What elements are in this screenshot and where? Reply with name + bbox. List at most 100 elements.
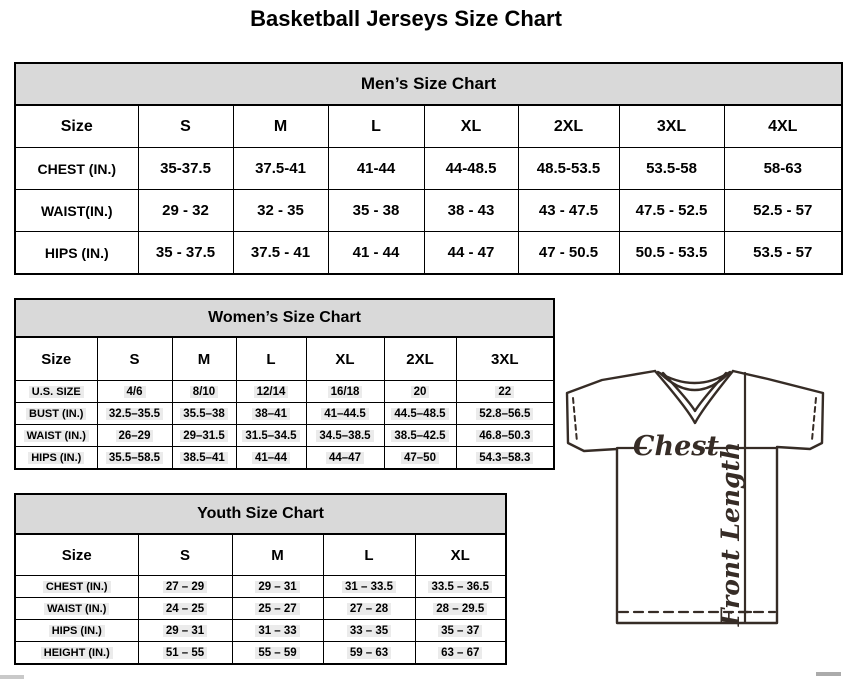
measurement-cell: 4/6 (96, 380, 173, 403)
row-label-text: WAIST (IN.) (23, 429, 89, 442)
measurement-value: 25 – 27 (255, 602, 300, 615)
measurement-value: 31.5–34.5 (242, 429, 300, 442)
measurement-value: 41–44 (252, 451, 290, 464)
front-length-label: Front Length (716, 442, 745, 627)
measurement-value: 38–41 (252, 407, 290, 420)
size-col-header: S (137, 533, 233, 576)
measurement-cell: 31 – 33.5 (322, 575, 416, 598)
size-col-header: 2XL (517, 104, 620, 148)
youth-measurement-row: HIPS (IN.) 29 – 31 31 – 33 33 – 35 35 – 37 (14, 619, 507, 642)
measurement-cell: 35.5–58.5 (96, 446, 173, 470)
measurement-cell: 63 – 67 (414, 641, 507, 665)
row-label: HEIGHT (IN.) (14, 641, 139, 665)
measurement-value: 55 – 59 (255, 646, 300, 659)
measurement-value: 63 – 67 (438, 646, 483, 659)
youth-measurement-row: HEIGHT (IN.) 51 – 55 55 – 59 59 – 63 63 – 67 (14, 641, 507, 665)
measurement-value: 54.3–58.3 (476, 451, 534, 464)
measurement-cell: 26–29 (96, 424, 173, 447)
measurement-value: 51 – 55 (162, 646, 208, 659)
measurement-cell: 38.5–42.5 (383, 424, 457, 447)
measurement-value: 35.5–38 (180, 407, 228, 420)
youth-header-row: Size S M L XL (14, 533, 507, 576)
measurement-value: 34.5–38.5 (316, 429, 374, 442)
row-label: U.S. SIZE (14, 380, 98, 403)
measurement-cell: 47–50 (383, 446, 457, 470)
chest-label: Chest (633, 431, 719, 462)
measurement-cell: 16/18 (305, 380, 385, 403)
measurement-cell: 38.5–41 (171, 446, 237, 470)
womens-size-table: Women’s Size Chart Size S M L XL 2XL 3XL U.S. SI… (13, 298, 556, 470)
size-col-header: L (322, 533, 416, 576)
measurement-cell: 8/10 (171, 380, 237, 403)
measurement-cell: 53.5 - 57 (723, 231, 843, 275)
measurement-cell: 47.5 - 52.5 (618, 189, 725, 232)
measurement-cell: 35.5–38 (171, 402, 237, 425)
men-measurement-row: HIPS (IN.) 35 - 37.5 37.5 - 41 41 - 44 44 - … (14, 231, 843, 275)
youth-size-table: Youth Size Chart Size S M L XL CHEST (IN.) 27 –… (14, 493, 507, 665)
measurement-cell: 53.5-58 (618, 147, 725, 190)
measurement-value: 46.8–50.3 (476, 429, 534, 442)
size-col-header: S (137, 104, 234, 148)
size-col-header: 4XL (723, 104, 843, 148)
measurement-value: 22 (495, 385, 515, 398)
measurement-value: 44.5–48.5 (391, 407, 449, 420)
size-col-header: 2XL (383, 336, 457, 381)
measurement-value: 29 – 31 (255, 580, 300, 593)
measurement-value: 35.5–58.5 (105, 451, 164, 464)
row-label: CHEST (IN.) (14, 147, 139, 190)
measurement-cell: 37.5-41 (232, 147, 329, 190)
measurement-value: 16/18 (327, 385, 363, 398)
measurement-value: 27 – 28 (346, 602, 392, 615)
measurement-value: 28 – 29.5 (433, 602, 488, 615)
measurement-cell: 35 - 38 (327, 189, 425, 232)
measurement-cell: 29–31.5 (171, 424, 237, 447)
measurement-cell: 52.5 - 57 (723, 189, 843, 232)
measurement-value: 44–47 (326, 451, 364, 464)
measurement-cell: 41 - 44 (327, 231, 425, 275)
measurement-value: 31 – 33.5 (342, 580, 396, 593)
measurement-cell: 27 – 29 (137, 575, 233, 598)
men-measurement-row: WAIST(IN.) 29 - 32 32 - 35 35 - 38 38 - 43 43… (14, 189, 843, 232)
measurement-value: 27 – 29 (162, 580, 208, 593)
measurement-value: 29 – 31 (162, 624, 208, 637)
cuff-dashed-line-left (572, 397, 578, 443)
measurement-cell: 38 - 43 (423, 189, 519, 232)
row-label-text: BUST (IN.) (26, 407, 87, 420)
measurement-cell: 50.5 - 53.5 (618, 231, 725, 275)
row-label: WAIST(IN.) (14, 189, 139, 232)
measurement-cell: 32.5–35.5 (96, 402, 173, 425)
page-edge-artifact-right (816, 672, 841, 676)
cuff-dashed-line-right (811, 397, 817, 441)
measurement-cell: 44-48.5 (423, 147, 519, 190)
measurement-cell: 43 - 47.5 (517, 189, 620, 232)
page-edge-artifact-left (0, 675, 24, 679)
measurement-cell: 29 – 31 (137, 619, 233, 642)
row-label-text: HIPS (IN.) (48, 624, 105, 637)
measurement-cell: 47 - 50.5 (517, 231, 620, 275)
row-label: WAIST (IN.) (14, 424, 98, 447)
size-col-header: M (231, 533, 324, 576)
measurement-cell: 12/14 (235, 380, 307, 403)
measurement-value: 4/6 (123, 385, 146, 398)
measurement-cell: 24 – 25 (137, 597, 233, 620)
women-measurement-row: U.S. SIZE 4/6 8/10 12/14 16/18 20 22 (14, 380, 555, 403)
measurement-cell: 34.5–38.5 (305, 424, 385, 447)
women-measurement-row: BUST (IN.) 32.5–35.5 35.5–38 38–41 41–44.5 44… (14, 402, 555, 425)
measurement-value: 59 – 63 (346, 646, 392, 659)
measurement-value: 32.5–35.5 (105, 407, 164, 420)
youth-table-title: Youth Size Chart (14, 493, 507, 535)
front-length-line (737, 371, 753, 624)
measurement-cell: 44 - 47 (423, 231, 519, 275)
measurement-value: 33 – 35 (346, 624, 392, 637)
size-corner-header: Size (14, 104, 139, 148)
measurement-cell: 29 – 31 (231, 575, 324, 598)
measurement-value: 8/10 (189, 385, 219, 398)
measurement-cell: 29 - 32 (137, 189, 234, 232)
measurement-value: 38.5–42.5 (391, 429, 449, 442)
measurement-value: 47–50 (401, 451, 439, 464)
youth-measurement-row: CHEST (IN.) 27 – 29 29 – 31 31 – 33.5 33.5 –… (14, 575, 507, 598)
row-label: BUST (IN.) (14, 402, 98, 425)
measurement-value: 38.5–41 (180, 451, 228, 464)
jersey-vneck-outer (653, 369, 735, 425)
measurement-cell: 58-63 (723, 147, 843, 190)
